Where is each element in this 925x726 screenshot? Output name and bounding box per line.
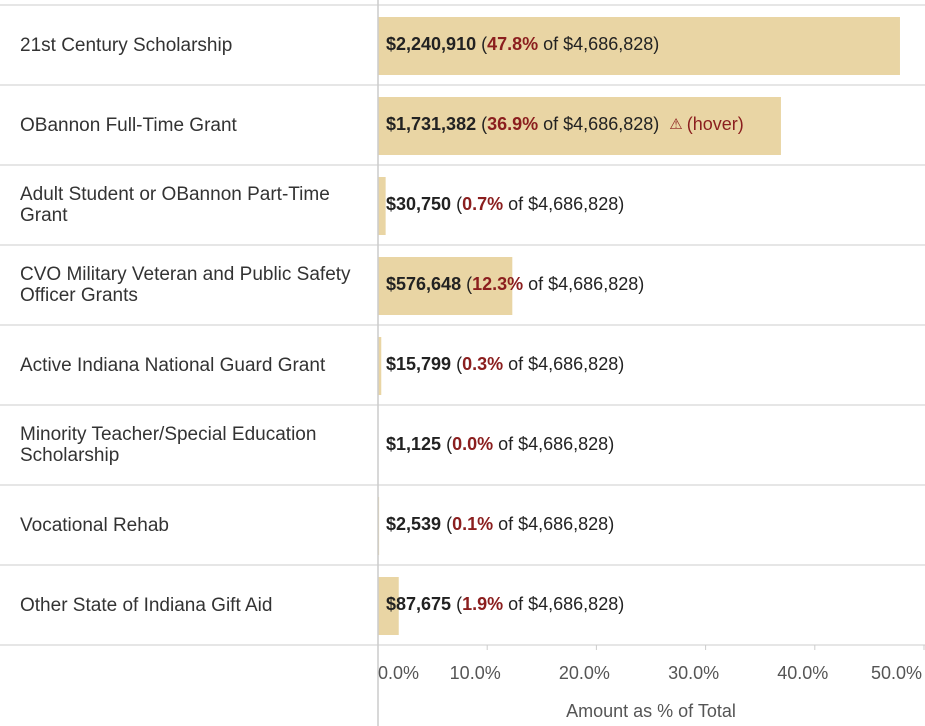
warning-icon: ⚠ bbox=[669, 116, 682, 133]
paren: ) bbox=[618, 194, 624, 214]
paren: ( bbox=[481, 114, 487, 134]
amount: $87,675 bbox=[386, 594, 451, 614]
amount: $15,799 bbox=[386, 354, 451, 374]
bar bbox=[378, 577, 399, 635]
category-label: Minority Teacher/Special Education Schol… bbox=[20, 424, 317, 466]
paren: ) bbox=[638, 274, 644, 294]
category-cell: Active Indiana National Guard Grant bbox=[20, 354, 326, 376]
annotation: (hover) bbox=[687, 114, 744, 134]
percent: 36.9% bbox=[487, 114, 538, 134]
bar-label: $1,125 (0.0% of $4,686,828) bbox=[386, 434, 614, 454]
paren: ) bbox=[653, 34, 659, 54]
paren: ) bbox=[608, 434, 614, 454]
paren: ( bbox=[456, 194, 462, 214]
x-axis-title: Amount as % of Total bbox=[566, 701, 736, 721]
paren: ) bbox=[618, 594, 624, 614]
of-text: of bbox=[498, 514, 514, 534]
paren: ( bbox=[466, 274, 472, 294]
paren: ( bbox=[481, 34, 487, 54]
paren: ) bbox=[653, 114, 659, 134]
paren: ( bbox=[446, 514, 452, 534]
category-label: Other State of Indiana Gift Aid bbox=[20, 594, 273, 616]
percent: 47.8% bbox=[487, 34, 538, 54]
amount: $576,648 bbox=[386, 274, 461, 294]
paren: ) bbox=[608, 514, 614, 534]
total: $4,686,828 bbox=[518, 434, 608, 454]
total: $4,686,828 bbox=[563, 114, 653, 134]
category-cell: CVO Military Veteran and Public Safety O… bbox=[20, 264, 351, 306]
percent: 12.3% bbox=[472, 274, 523, 294]
category-cell: 21st Century Scholarship bbox=[20, 34, 233, 56]
category-cell: Adult Student or OBannon Part-Time Grant bbox=[20, 184, 330, 226]
category-cell: Minority Teacher/Special Education Schol… bbox=[20, 424, 317, 466]
paren: ) bbox=[618, 354, 624, 374]
bar-label: $576,648 (12.3% of $4,686,828) bbox=[386, 274, 644, 294]
percent: 0.3% bbox=[462, 354, 503, 374]
bar bbox=[378, 257, 513, 315]
percent: 0.0% bbox=[452, 434, 493, 454]
of-text: of bbox=[508, 594, 524, 614]
total: $4,686,828 bbox=[528, 194, 618, 214]
x-tick-label: 50.0% bbox=[871, 663, 922, 683]
amount: $30,750 bbox=[386, 194, 451, 214]
total: $4,686,828 bbox=[518, 514, 608, 534]
bar-label: $2,240,910 (47.8% of $4,686,828) bbox=[386, 34, 659, 54]
amount: $2,240,910 bbox=[386, 34, 476, 54]
category-label: 21st Century Scholarship bbox=[20, 34, 233, 56]
x-tick-label: 40.0% bbox=[777, 663, 828, 683]
of-text: of bbox=[498, 434, 514, 454]
category-label: Vocational Rehab bbox=[20, 514, 169, 536]
of-text: of bbox=[543, 114, 559, 134]
of-text: of bbox=[508, 354, 524, 374]
percent: 1.9% bbox=[462, 594, 503, 614]
category-label: OBannon Full-Time Grant bbox=[20, 114, 237, 136]
paren: ( bbox=[456, 354, 462, 374]
category-label: Active Indiana National Guard Grant bbox=[20, 354, 326, 376]
bar-label: $30,750 (0.7% of $4,686,828) bbox=[386, 194, 624, 214]
total: $4,686,828 bbox=[548, 274, 638, 294]
total: $4,686,828 bbox=[528, 594, 618, 614]
amount: $1,731,382 bbox=[386, 114, 476, 134]
bar-label: $15,799 (0.3% of $4,686,828) bbox=[386, 354, 624, 374]
category-cell: OBannon Full-Time Grant bbox=[20, 114, 237, 136]
x-tick-label: 10.0% bbox=[450, 663, 501, 683]
category-cell: Vocational Rehab bbox=[20, 514, 169, 536]
amount: $2,539 bbox=[386, 514, 441, 534]
category-label: CVO Military Veteran and Public Safety O… bbox=[20, 264, 351, 306]
percent: 0.1% bbox=[452, 514, 493, 534]
of-text: of bbox=[508, 194, 524, 214]
percent: 0.7% bbox=[462, 194, 503, 214]
of-text: of bbox=[528, 274, 544, 294]
bar bbox=[378, 97, 781, 155]
total: $4,686,828 bbox=[563, 34, 653, 54]
bar bbox=[378, 17, 900, 75]
x-tick-label: 20.0% bbox=[559, 663, 610, 683]
paren: ( bbox=[456, 594, 462, 614]
x-tick-label: 0.0% bbox=[378, 663, 419, 683]
bar-label: $87,675 (1.9% of $4,686,828) bbox=[386, 594, 624, 614]
bar-label: $1,731,382 (36.9% of $4,686,828) ⚠ (hover) bbox=[386, 114, 744, 134]
category-label: Adult Student or OBannon Part-Time Grant bbox=[20, 184, 330, 226]
x-tick-label: 30.0% bbox=[668, 663, 719, 683]
of-text: of bbox=[543, 34, 559, 54]
category-cell: Other State of Indiana Gift Aid bbox=[20, 594, 273, 616]
bar-label: $2,539 (0.1% of $4,686,828) bbox=[386, 514, 614, 534]
paren: ( bbox=[446, 434, 452, 454]
amount: $1,125 bbox=[386, 434, 441, 454]
total: $4,686,828 bbox=[528, 354, 618, 374]
bar bbox=[378, 337, 382, 395]
bar bbox=[378, 177, 386, 235]
